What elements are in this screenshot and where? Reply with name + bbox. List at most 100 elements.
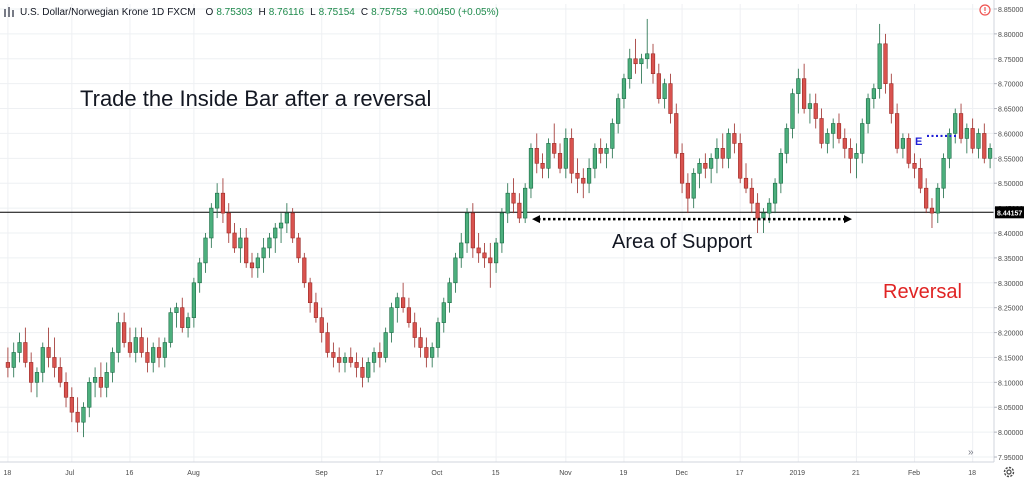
candle — [441, 297, 446, 333]
candle — [162, 337, 167, 368]
candle — [476, 233, 481, 263]
candle-down — [906, 138, 911, 164]
candle — [552, 123, 557, 159]
reversal-label: Reversal — [883, 281, 962, 303]
candle-up — [453, 257, 458, 284]
candle-down — [226, 212, 231, 234]
candle-up — [528, 148, 534, 189]
candle — [563, 128, 568, 179]
candle-up — [563, 138, 568, 169]
candle — [98, 362, 103, 398]
candle — [389, 302, 394, 343]
candle — [377, 342, 382, 368]
candle — [941, 153, 946, 199]
support-arrow-left-icon — [532, 215, 540, 224]
candle — [209, 203, 214, 248]
time-tick-label: 17 — [375, 470, 383, 477]
candle — [935, 183, 940, 224]
symbol-interval[interactable]: 1D — [151, 6, 165, 18]
candle — [412, 312, 417, 348]
candle-up — [976, 133, 981, 149]
candle-up — [604, 148, 609, 154]
candle-up — [645, 53, 650, 60]
candle-down — [127, 342, 133, 353]
candle — [435, 317, 441, 358]
candle-down — [249, 262, 255, 269]
candle — [488, 242, 493, 288]
price-axis[interactable]: 8.85000 8.80000 8.75000 8.70000 8.65000 8.600… — [993, 0, 1024, 480]
candle-up — [964, 128, 969, 139]
time-tick-label: 15 — [492, 470, 500, 477]
candle-down — [598, 148, 603, 154]
ohlc-high-label: H — [258, 6, 266, 18]
gear-icon[interactable] — [1002, 465, 1016, 479]
candle-up — [209, 207, 214, 239]
candle-down — [650, 53, 656, 74]
candle — [720, 133, 725, 169]
candle — [203, 233, 208, 273]
candle-down — [970, 128, 975, 149]
time-tick-label: Nov — [559, 470, 572, 477]
symbol-header: U.S. Dollar/Norwegian Krone 1D FXCM O 8.7… — [4, 4, 505, 20]
candle-up — [87, 382, 92, 408]
candle — [482, 242, 487, 268]
candle — [848, 138, 853, 174]
candle-up — [238, 237, 243, 249]
candle-down — [557, 153, 563, 169]
candle-down — [929, 207, 935, 214]
candle — [802, 63, 807, 114]
candle-up — [197, 262, 202, 284]
price-tick-label: 8.70000 — [998, 82, 1023, 89]
candle-up — [185, 317, 191, 328]
candle — [546, 138, 551, 179]
candle-up — [366, 362, 371, 378]
candle-up — [523, 187, 528, 219]
candle — [122, 312, 127, 348]
candle — [11, 342, 16, 378]
candle — [610, 118, 615, 159]
candle — [220, 178, 226, 224]
candle-down — [743, 177, 749, 189]
candle-down — [895, 113, 900, 149]
time-axis[interactable]: 18 Jul 16 Aug Sep 17 Oct 15 Nov 19 Dec 17 2019 21 Feb 1… — [0, 461, 1024, 480]
candle — [308, 277, 313, 313]
candle — [424, 337, 429, 368]
candle-down — [412, 322, 417, 338]
candle-down — [511, 192, 516, 204]
time-tick-label: 2019 — [790, 470, 806, 477]
candle — [523, 183, 528, 224]
candle — [755, 193, 760, 233]
candle-down — [848, 148, 853, 159]
candle — [29, 352, 34, 393]
headline-text: Trade the Inside Bar after a reversal — [80, 86, 431, 111]
candle — [366, 357, 371, 383]
candle-up — [203, 237, 208, 264]
scroll-to-realtime-icon[interactable]: » — [968, 447, 974, 458]
candle — [807, 93, 813, 124]
candle — [958, 103, 964, 144]
candle — [447, 277, 452, 313]
candle-down — [180, 307, 185, 328]
symbol-name[interactable]: U.S. Dollar/Norwegian Krone — [20, 6, 149, 18]
candle-up — [174, 307, 179, 313]
candle — [743, 163, 749, 194]
candle — [877, 23, 882, 99]
candle-down — [842, 138, 847, 149]
price-tick-label: 8.10000 — [998, 380, 1023, 387]
price-tick-label: 8.30000 — [998, 281, 1023, 288]
candle-down — [482, 252, 487, 259]
candle — [976, 128, 981, 159]
candle-up — [389, 307, 394, 333]
alert-info-icon[interactable] — [979, 4, 991, 16]
candle-down — [401, 297, 406, 308]
candle-up — [639, 58, 644, 65]
candle-down — [488, 257, 493, 264]
candle — [900, 133, 906, 159]
candle-up — [900, 138, 906, 149]
candle — [273, 223, 278, 253]
candle — [331, 342, 336, 368]
candle-down — [75, 411, 80, 423]
candle — [127, 327, 133, 358]
